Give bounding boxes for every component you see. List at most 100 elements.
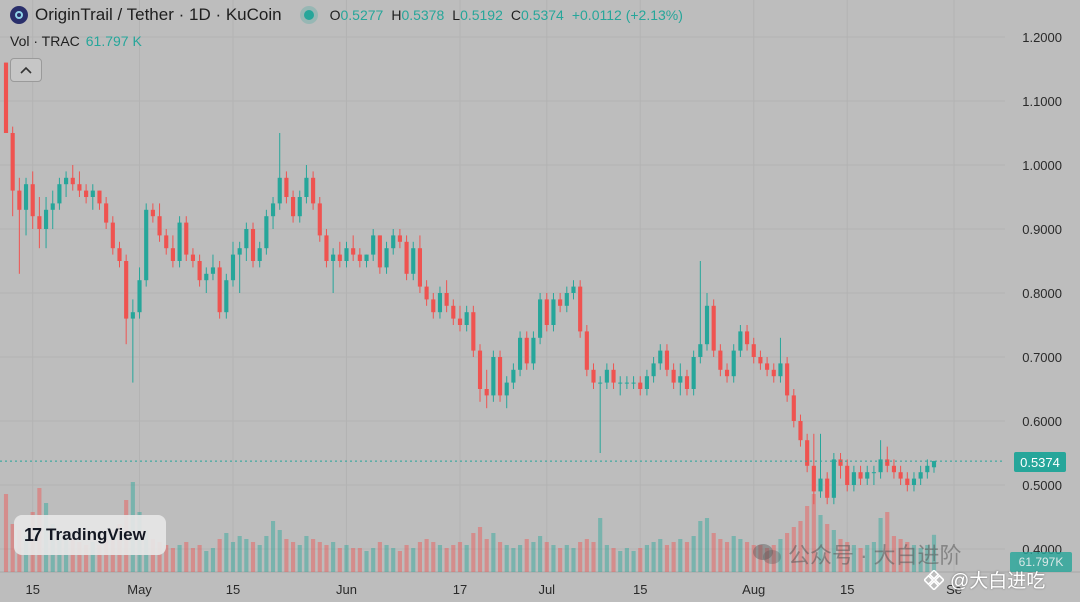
volume-bar (571, 548, 576, 572)
candle (497, 350, 503, 402)
wechat-icon (753, 544, 781, 564)
candle (905, 472, 910, 492)
volume-bar (197, 545, 202, 572)
volume-bar (858, 548, 863, 572)
volume-bar (504, 545, 509, 572)
candle (618, 376, 623, 396)
candle-body (651, 363, 656, 377)
candle (598, 376, 603, 453)
candle-body (23, 184, 29, 210)
candle (117, 241, 122, 268)
candle (464, 305, 469, 332)
candle-body (531, 337, 536, 364)
volume-bar (217, 539, 222, 572)
volume-bar (618, 551, 623, 572)
candle (658, 344, 663, 370)
candle-body (217, 267, 222, 313)
candle (891, 459, 897, 479)
candle (504, 376, 509, 409)
market-status-icon[interactable] (303, 10, 314, 20)
volume-bar (584, 539, 589, 572)
volume-bar (457, 542, 463, 572)
volume-bar (598, 518, 603, 572)
volume-bar (184, 542, 189, 572)
candle (791, 389, 796, 428)
candle (591, 363, 596, 389)
candle-body (64, 177, 69, 185)
volume-bar (785, 533, 790, 572)
candle-body (724, 369, 730, 377)
volume-bar (805, 506, 810, 572)
candle (898, 465, 903, 485)
volume-bar (698, 521, 703, 572)
candle (177, 216, 182, 268)
tradingview-logo-text: TradingView (46, 525, 146, 544)
candle (357, 248, 362, 268)
candle-body (704, 305, 710, 345)
volume-bar (471, 533, 476, 572)
collapse-legend-button[interactable] (10, 58, 42, 82)
tradingview-logo[interactable]: 17 TradingView (14, 515, 166, 555)
candle (444, 280, 449, 313)
volume-bar (771, 545, 776, 572)
candle-body (631, 382, 636, 384)
candle-body (798, 421, 803, 441)
candle-body (891, 465, 897, 473)
volume-bar (744, 542, 750, 572)
candle (164, 229, 169, 255)
time-axis[interactable]: 15 May 15 Jun 17 Jul 15 Aug 15 Se (25, 582, 962, 597)
close-value: 0.5374 (521, 7, 564, 23)
candle-body (477, 350, 483, 389)
volume-bar (831, 530, 836, 572)
candle (931, 460, 937, 473)
candle-body (197, 261, 202, 281)
candle (144, 203, 149, 287)
candle-body (564, 293, 569, 306)
candle-body (551, 299, 556, 325)
candle (584, 325, 589, 377)
price-axis[interactable]: 1.2000 1.1000 1.0000 0.9000 0.8000 0.7000 0.60… (1022, 30, 1062, 557)
candle (270, 197, 276, 229)
candle-body (584, 331, 589, 370)
candle (911, 472, 917, 492)
candle-body (905, 478, 910, 485)
candle-body (911, 478, 917, 485)
volume-bar (264, 536, 269, 572)
volume-bar (838, 539, 843, 572)
symbol-title[interactable]: OriginTrail / Tether · 1D · KuCoin (35, 5, 282, 24)
volume-bar (170, 548, 175, 572)
candle (724, 363, 730, 383)
volume-bar (424, 539, 429, 572)
volume-bar (825, 524, 830, 572)
candle (798, 414, 803, 447)
candle-body (885, 459, 890, 466)
candle-body (744, 331, 750, 345)
volume-bar (190, 548, 196, 572)
volume-bar (3, 494, 9, 572)
candle-body (678, 376, 683, 383)
volume-bar (604, 545, 609, 572)
volume-bar (417, 542, 422, 572)
candle-body (858, 472, 863, 479)
candle (538, 293, 543, 345)
volume-legend[interactable]: Vol · TRAC 61.797 K (10, 33, 142, 49)
candle (571, 280, 576, 300)
volume-bar (678, 539, 683, 572)
candle-body (190, 254, 196, 261)
candle-body (391, 235, 396, 249)
candle (651, 357, 656, 383)
candle-body (571, 286, 576, 293)
volume-bar (925, 545, 930, 572)
candle-body (291, 197, 296, 217)
time-tick-label: Aug (742, 582, 765, 597)
candle (845, 459, 850, 492)
candle (437, 286, 443, 319)
volume-bar (624, 548, 629, 572)
volume-bar (484, 539, 489, 572)
candle (230, 241, 236, 287)
candle (578, 280, 583, 338)
volume-bar (244, 539, 249, 572)
candle (731, 344, 736, 383)
price-tick-label: 0.7000 (1022, 350, 1062, 365)
